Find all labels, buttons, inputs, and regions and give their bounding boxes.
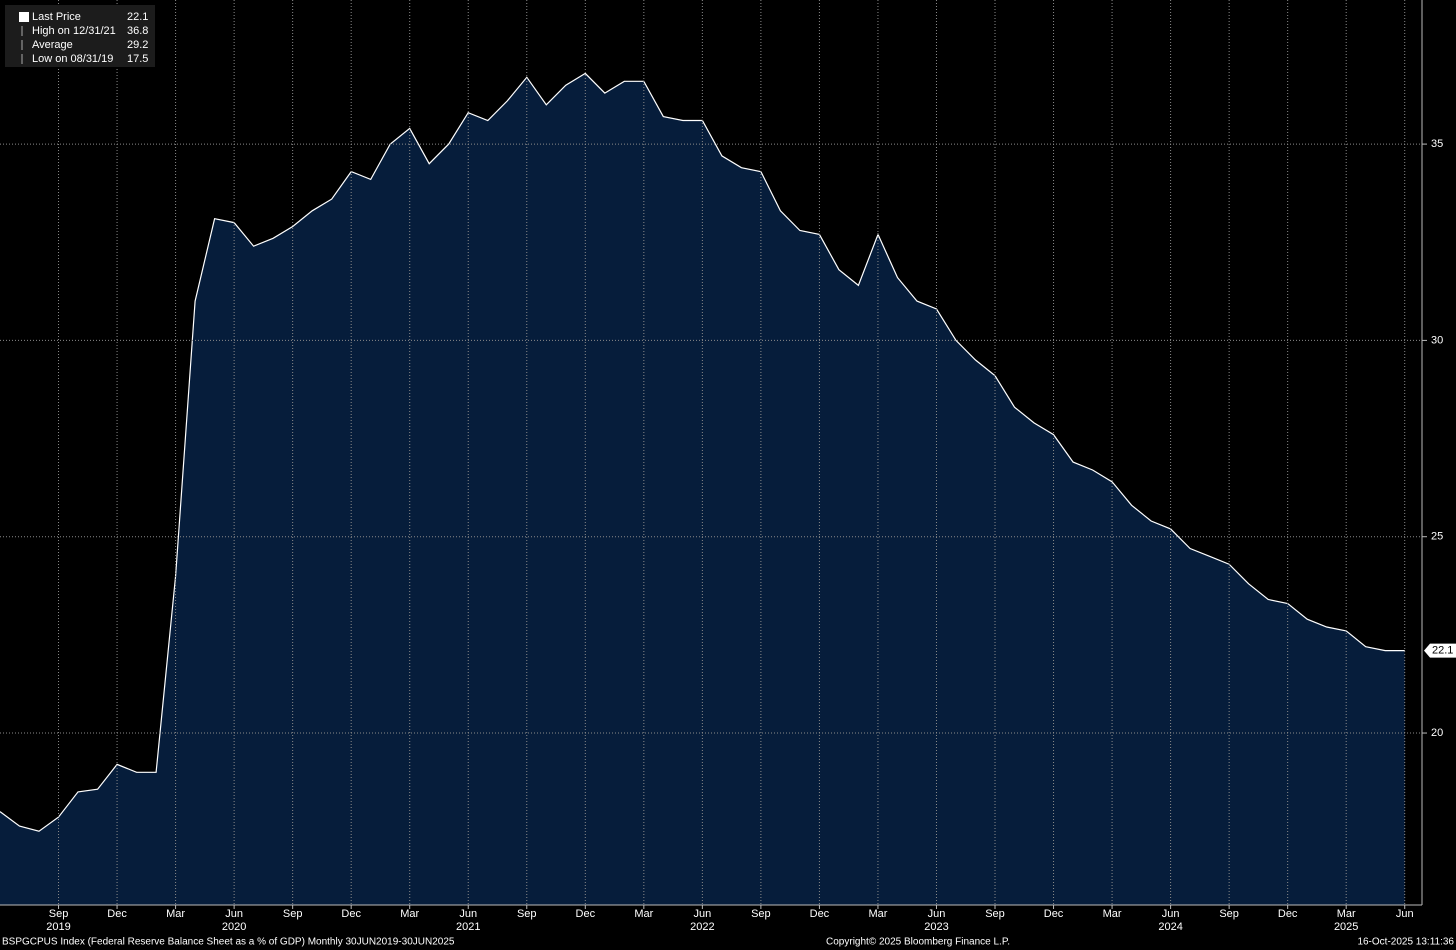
x-tick-label: Dec	[1278, 908, 1298, 920]
last-price-tag	[1424, 643, 1456, 658]
x-year-label: 2024	[1158, 921, 1182, 933]
x-tick-label: Dec	[1044, 908, 1064, 920]
y-tick-label: 20	[1431, 727, 1443, 739]
x-tick-label: Dec	[576, 908, 596, 920]
legend-label: Last Price	[32, 11, 81, 23]
legend-label: High on 12/31/21	[32, 25, 116, 37]
y-tick-label: 30	[1431, 334, 1443, 346]
x-tick-label: Mar	[1103, 908, 1122, 920]
legend-value: 22.1	[127, 11, 148, 23]
footer-left: BSPGCPUS Index (Federal Reserve Balance …	[2, 937, 455, 948]
x-tick-label: Sep	[751, 908, 771, 920]
x-tick-label: Mar	[868, 908, 887, 920]
x-year-label: 2022	[690, 921, 714, 933]
x-tick-label: Mar	[400, 908, 419, 920]
x-tick-label: Mar	[166, 908, 185, 920]
legend-swatch	[19, 12, 29, 22]
footer-right: 16-Oct-2025 13:11:36	[1357, 937, 1454, 948]
x-year-label: 2023	[924, 921, 948, 933]
x-tick-label: Sep	[985, 908, 1005, 920]
legend-label: Average	[32, 39, 73, 51]
x-tick-label: Sep	[283, 908, 303, 920]
x-tick-label: Jun	[225, 908, 243, 920]
x-tick-label: Jun	[1162, 908, 1180, 920]
y-tick-label: 25	[1431, 531, 1443, 543]
x-tick-label: Jun	[693, 908, 711, 920]
x-tick-label: Sep	[517, 908, 537, 920]
x-tick-label: Jun	[459, 908, 477, 920]
x-tick-label: Sep	[49, 908, 69, 920]
x-year-label: 2020	[222, 921, 246, 933]
legend-box	[5, 5, 155, 67]
x-year-label: 2025	[1334, 921, 1358, 933]
x-year-label: 2019	[46, 921, 70, 933]
x-tick-label: Dec	[341, 908, 361, 920]
legend-label: Low on 08/31/19	[32, 53, 113, 65]
legend-value: 29.2	[127, 39, 148, 51]
footer-center: Copyright© 2025 Bloomberg Finance L.P.	[826, 937, 1010, 948]
x-tick-label: Mar	[634, 908, 653, 920]
x-tick-label: Sep	[1219, 908, 1239, 920]
x-tick-label: Jun	[1396, 908, 1414, 920]
y-tick-label: 35	[1431, 138, 1443, 150]
x-tick-label: Dec	[107, 908, 127, 920]
x-tick-label: Mar	[1337, 908, 1356, 920]
legend: Last Price 22.1 High on 12/31/21 36.8 Averag…	[5, 5, 155, 67]
x-tick-label: Dec	[810, 908, 830, 920]
x-year-label: 2021	[456, 921, 480, 933]
last-price-label: 22.1	[1432, 644, 1453, 656]
legend-value: 36.8	[127, 25, 148, 37]
legend-value: 17.5	[127, 53, 148, 65]
x-tick-label: Jun	[928, 908, 946, 920]
